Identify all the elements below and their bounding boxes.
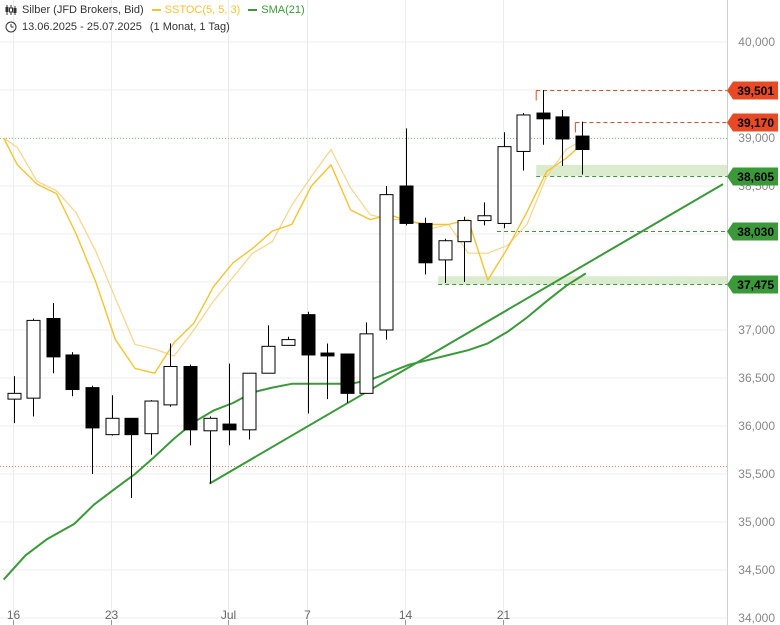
y-tick-label: 36,500 <box>738 371 775 385</box>
level-tag <box>727 222 778 241</box>
sstoc-signal-line <box>3 137 587 357</box>
y-tick-label: 39,000 <box>738 131 775 145</box>
y-tick-label: 37,000 <box>738 323 775 337</box>
level-labels: 39,501 39,170 38,605 38,030 37,475 <box>727 81 778 294</box>
legend-sstoc: SSTOC(5, 5, 3) <box>151 4 241 16</box>
candle-up <box>379 194 394 331</box>
candle-down <box>418 222 433 264</box>
candle-down <box>555 116 570 140</box>
level-tag-label: 39,501 <box>737 84 774 98</box>
level-tag-label: 38,030 <box>737 225 774 239</box>
trendline <box>208 183 724 485</box>
candle-down <box>536 112 551 120</box>
level-tag <box>727 81 778 100</box>
support-zone <box>438 276 727 285</box>
sstoc-label: SSTOC(5, 5, 3) <box>164 4 241 16</box>
legend-sma: SMA(21) <box>248 4 305 16</box>
candle-up <box>144 400 159 435</box>
y-tick-label: 35,000 <box>738 515 775 529</box>
candle-down <box>46 317 61 358</box>
clock-icon <box>5 21 17 33</box>
level-tag <box>727 167 778 186</box>
candle-down <box>85 387 100 429</box>
x-tick-label: 7 <box>304 608 311 622</box>
candle-up <box>457 220 472 243</box>
x-tick-label: Jul <box>221 608 236 622</box>
candle-up <box>516 114 531 152</box>
level-tag <box>727 113 778 132</box>
level-tag-label: 39,170 <box>737 116 774 130</box>
candle-down <box>399 185 414 224</box>
candle-up <box>261 345 276 374</box>
candles <box>7 90 590 498</box>
candle-up <box>242 372 257 431</box>
date-range-text: 13.06.2025 - 25.07.2025 <box>22 21 142 33</box>
x-tick-label: 14 <box>399 608 413 622</box>
candle-up <box>438 240 453 261</box>
level-tag-label: 37,475 <box>737 278 774 292</box>
sma-line <box>2 272 587 581</box>
sstoc-swatch <box>151 9 161 11</box>
y-tick-label: 40,000 <box>738 35 775 49</box>
candle-down <box>124 417 139 436</box>
y-tick-label: 34,500 <box>738 563 775 577</box>
candle-up <box>281 339 296 346</box>
y-tick-label: 35,500 <box>738 467 775 481</box>
sstoc-main-line <box>3 137 587 374</box>
candle-up <box>497 146 512 224</box>
candle-up <box>163 365 178 406</box>
candle-up <box>477 215 492 222</box>
level-tag <box>727 275 778 294</box>
candle-up <box>7 392 22 400</box>
chart-legend: Silber (JFD Brokers, Bid) SSTOC(5, 5, 3)… <box>5 4 313 16</box>
candle-up <box>203 417 218 432</box>
reference-lines <box>0 138 727 467</box>
candle-down <box>183 365 198 431</box>
price-levels <box>438 90 727 285</box>
instrument-name: Silber (JFD Brokers, Bid) <box>22 4 144 16</box>
support-zone <box>536 164 727 176</box>
sma-label: SMA(21) <box>261 4 305 16</box>
candlestick-icon <box>5 5 17 15</box>
sma-swatch <box>248 9 258 11</box>
candle-down <box>222 423 237 431</box>
candle-up <box>26 319 41 399</box>
x-tick-label: 16 <box>7 608 21 622</box>
indicator-lines <box>2 137 724 581</box>
interval-text: (1 Monat, 1 Tag) <box>149 21 230 33</box>
candle-down <box>320 352 335 357</box>
candle-down <box>340 353 355 394</box>
x-tick-label: 21 <box>497 608 511 622</box>
y-tick-label: 34,000 <box>738 611 775 625</box>
date-range: 13.06.2025 - 25.07.2025 (1 Monat, 1 Tag) <box>5 21 238 33</box>
candle-down <box>301 314 316 356</box>
candle-down <box>575 135 590 151</box>
y-tick-label: 36,000 <box>738 419 775 433</box>
x-tick-label: 23 <box>105 608 119 622</box>
legend-instrument: Silber (JFD Brokers, Bid) <box>5 4 144 16</box>
grid <box>0 0 727 620</box>
candle-up <box>105 417 120 436</box>
level-tag-label: 38,605 <box>737 170 774 184</box>
candle-down <box>65 354 80 391</box>
support-zones <box>438 164 727 285</box>
candle-up <box>359 333 374 394</box>
